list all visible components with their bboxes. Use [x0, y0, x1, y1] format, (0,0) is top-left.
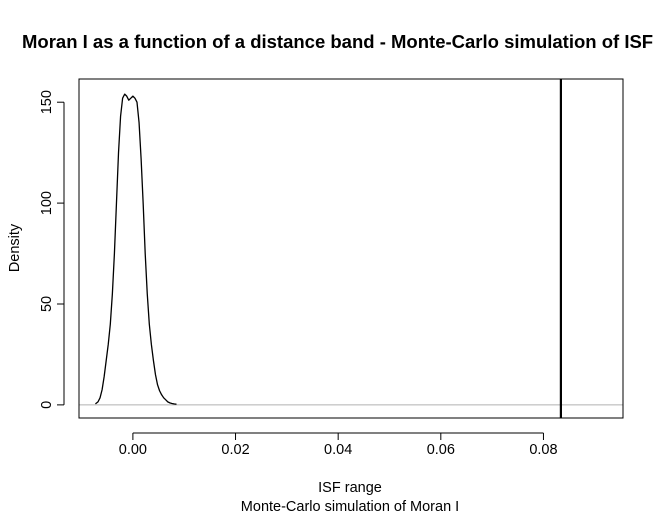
chart-title: Moran I as a function of a distance band…: [22, 31, 653, 52]
x-axis-label: ISF range: [318, 480, 382, 496]
plot-area: 0.00 0.02 0.04 0.06 0.08 0 50 100 150: [39, 78, 624, 458]
plot-frame: [78, 78, 624, 419]
x-tick-label: 0.08: [529, 442, 557, 458]
y-tick-label: 150: [39, 90, 55, 114]
x-tick-label: 0.06: [427, 442, 455, 458]
x-tick-label: 0.02: [221, 442, 249, 458]
y-tick-label: 0: [39, 401, 55, 409]
y-axis-label: Density: [7, 223, 23, 272]
x-tick-label: 0.00: [119, 442, 147, 458]
chart-subtitle: Monte-Carlo simulation of Moran I: [241, 499, 459, 515]
y-tick-label: 50: [39, 296, 55, 312]
y-tick-label: 100: [39, 191, 55, 215]
density-curve-0: [95, 93, 177, 405]
x-tick-label: 0.04: [324, 442, 352, 458]
